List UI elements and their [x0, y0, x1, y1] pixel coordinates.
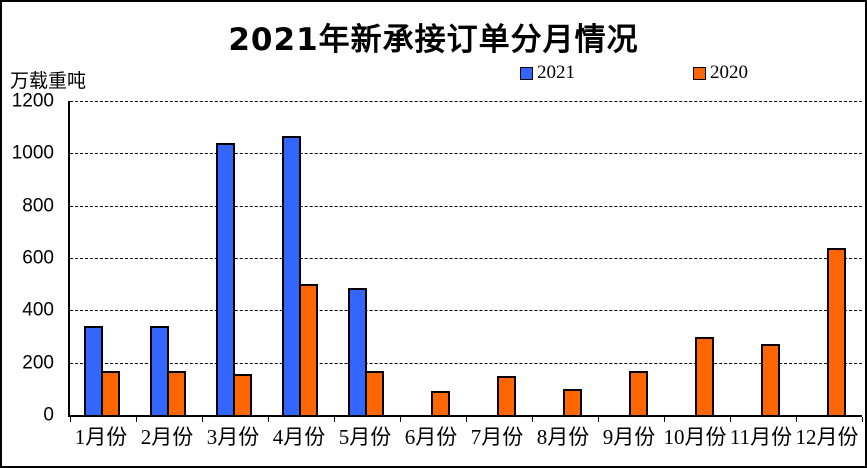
- x-tick-10: [730, 417, 731, 422]
- gridline-1200: [70, 101, 862, 102]
- x-axis-label-6月份: 6月份: [404, 425, 458, 449]
- x-axis-label-3月份: 3月份: [206, 425, 260, 449]
- x-tick-6: [466, 417, 467, 422]
- bar-2020-12月份: [827, 247, 846, 415]
- x-axis-labels: 1月份 2月份 3月份 4月份 5月份 6月份 7月份 8月份 9月份 10月份 11月份 12月份: [68, 421, 860, 451]
- x-tick-12: [862, 417, 863, 422]
- y-axis-unit-label: 万载重吨: [10, 71, 87, 92]
- y-tick-label-0: 0: [43, 404, 54, 426]
- x-tick-11: [796, 417, 797, 422]
- x-tick-9: [664, 417, 665, 422]
- x-tick-8: [598, 417, 599, 422]
- x-tick-2: [202, 417, 203, 422]
- y-axis-labels: 0 200 400 600 800 1000 1200: [2, 92, 60, 425]
- x-axis-label-7月份: 7月份: [470, 425, 524, 449]
- x-axis-label-9月份: 9月份: [602, 425, 656, 449]
- y-tick-label-600: 600: [22, 247, 54, 269]
- bar-2021-2月份: [150, 326, 169, 415]
- x-axis-label-11月份: 11月份: [729, 425, 793, 449]
- y-tick-label-200: 200: [22, 352, 54, 374]
- bar-2021-4月份: [282, 136, 301, 415]
- y-tick-label-400: 400: [22, 299, 54, 321]
- bar-2020-2月份: [167, 370, 186, 415]
- bar-2021-5月份: [348, 288, 367, 415]
- gridline-600: [70, 258, 862, 259]
- x-axis-label-5月份: 5月份: [338, 425, 392, 449]
- x-axis-label-1月份: 1月份: [74, 425, 128, 449]
- y-tick-label-1200: 1200: [11, 90, 54, 112]
- legend-label-2021: 2021: [537, 62, 575, 83]
- legend-swatch-2021-icon: [520, 66, 533, 80]
- y-tick-label-800: 800: [22, 195, 54, 217]
- x-tick-7: [532, 417, 533, 422]
- x-axis-label-8月份: 8月份: [536, 425, 590, 449]
- y-tick-label-1000: 1000: [11, 142, 54, 164]
- x-axis-label-2月份: 2月份: [140, 425, 194, 449]
- gridline-1000: [70, 153, 862, 155]
- bar-2021-1月份: [84, 326, 103, 415]
- legend-item-2020: 2020: [693, 62, 748, 84]
- x-axis-label-12月份: 12月份: [795, 425, 859, 449]
- bar-2020-3月份: [233, 374, 252, 415]
- bar-2020-5月份: [365, 370, 384, 415]
- legend-label-2020: 2020: [710, 62, 748, 83]
- chart-title: 2021年新承接订单分月情况: [228, 22, 639, 58]
- x-tick-3: [268, 417, 269, 422]
- bar-2020-4月份: [299, 284, 318, 415]
- legend-item-2021: 2021: [520, 62, 575, 84]
- gridline-200: [70, 362, 862, 364]
- plot-area: [68, 101, 863, 422]
- gridline-800: [70, 205, 862, 207]
- x-axis-label-10月份: 10月份: [663, 425, 727, 449]
- bar-2020-6月份: [431, 391, 450, 415]
- gridline-400: [70, 310, 862, 312]
- x-tick-1: [136, 417, 137, 422]
- x-tick-4: [334, 417, 335, 422]
- bar-2020-8月份: [563, 388, 582, 415]
- bar-2020-10月份: [695, 336, 714, 415]
- x-tick-0: [70, 417, 71, 422]
- bar-2020-11月份: [761, 344, 780, 415]
- legend: 2021 2020: [520, 62, 748, 84]
- x-tick-5: [400, 417, 401, 422]
- legend-swatch-2020-icon: [693, 66, 706, 80]
- bar-2020-7月份: [497, 375, 516, 415]
- bar-2021-3月份: [216, 142, 235, 415]
- bar-2020-9月份: [629, 370, 648, 415]
- bar-2020-1月份: [101, 370, 120, 415]
- x-axis-label-4月份: 4月份: [272, 425, 326, 449]
